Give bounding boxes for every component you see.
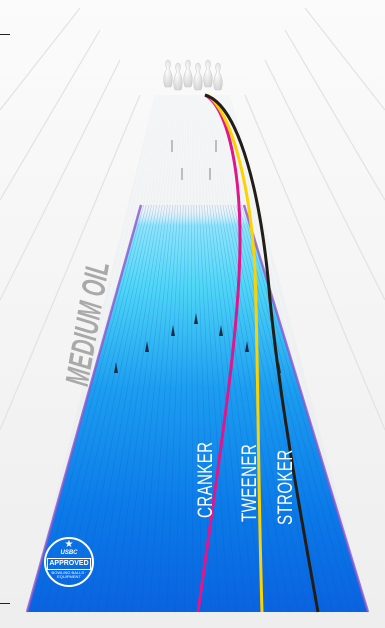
bowling-pin [193, 62, 203, 91]
arrow-mark [245, 341, 249, 352]
cranker-label: CRANKER [194, 441, 217, 518]
badge-org: USBC [60, 550, 78, 556]
oil-boards [35, 204, 360, 613]
bowling-pin [163, 59, 173, 88]
arrow-mark [145, 341, 149, 352]
bowling-pin [183, 59, 193, 88]
tweener-label: TWEENER [238, 443, 261, 522]
lane-edge-right [242, 204, 370, 613]
target-arrows [114, 313, 281, 373]
star-icon: ★ [64, 539, 74, 550]
bowling-pin [203, 59, 213, 88]
gutter-lines [0, 7, 385, 431]
bowling-pin [173, 62, 183, 91]
oil-pattern-area [27, 205, 368, 612]
corner-tick [0, 34, 10, 35]
stroker-label: STROKER [274, 449, 297, 525]
arrow-mark [171, 325, 175, 336]
badge-sub: BOWLING BALLS · EQUIPMENT [51, 570, 87, 579]
dowel-marks [171, 140, 217, 180]
corner-tick [0, 603, 10, 604]
lane-edge-left [25, 204, 143, 613]
arrow-mark [194, 313, 198, 324]
pin-deck [163, 59, 223, 91]
cranker-path [196, 93, 242, 613]
usbc-approved-badge: ★ USBC APPROVED BOWLING BALLS · EQUIPMEN… [44, 537, 94, 587]
tweener-path [206, 93, 264, 613]
stroker-path [204, 93, 320, 613]
bowling-pin [213, 62, 223, 91]
arrow-mark [114, 362, 118, 373]
badge-stamp: APPROVED [47, 558, 91, 570]
arrow-mark [219, 325, 223, 336]
